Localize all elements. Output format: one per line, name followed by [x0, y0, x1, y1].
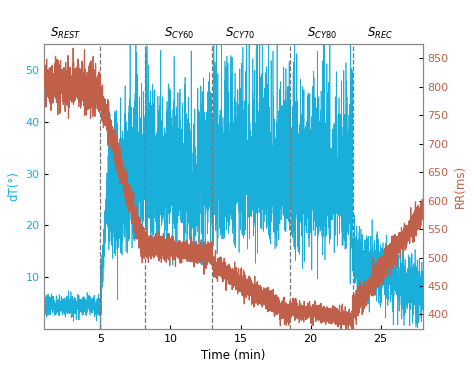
Text: $S_{REC}$: $S_{REC}$ [367, 26, 393, 41]
X-axis label: Time (min): Time (min) [201, 349, 266, 362]
Text: $S_{REST}$: $S_{REST}$ [50, 26, 81, 41]
Text: $S_{CY70}$: $S_{CY70}$ [226, 26, 255, 41]
Y-axis label: RR(ms): RR(ms) [454, 165, 467, 208]
Y-axis label: dT(°): dT(°) [7, 172, 20, 201]
Text: $S_{CY60}$: $S_{CY60}$ [164, 26, 194, 41]
Text: $S_{CY80}$: $S_{CY80}$ [307, 26, 337, 41]
